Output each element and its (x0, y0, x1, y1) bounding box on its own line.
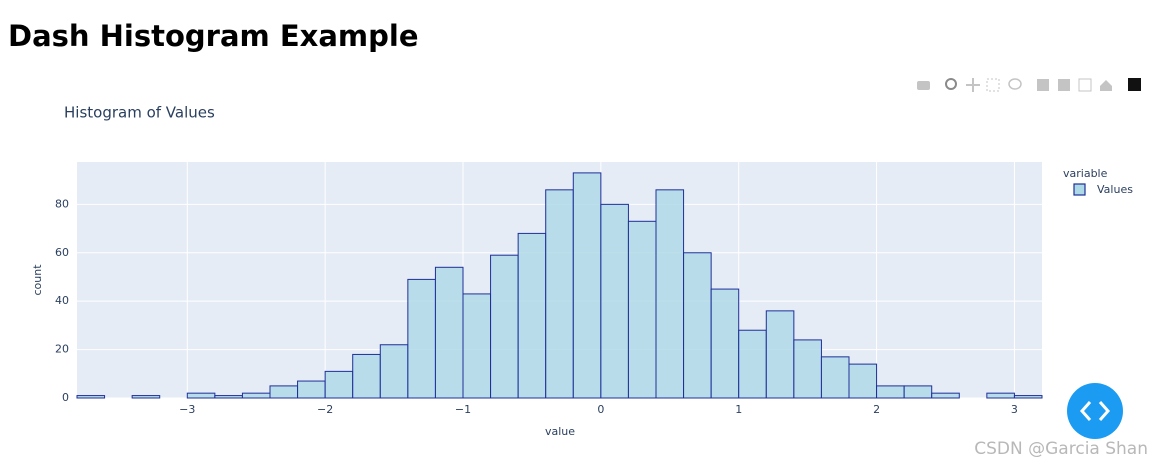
pan-icon[interactable] (966, 78, 980, 92)
histogram-bar (572, 172, 602, 399)
x-tick-label: −3 (179, 403, 195, 416)
select-icon[interactable] (986, 78, 1000, 92)
histogram-bar (379, 344, 409, 399)
zoom-out-icon[interactable] (1058, 79, 1070, 91)
y-tick-label: 0 (62, 391, 69, 404)
plotly-logo[interactable] (1128, 78, 1141, 91)
histogram-bar (627, 220, 657, 399)
histogram-bar (186, 392, 216, 399)
legend-label: Values (1097, 183, 1133, 196)
histogram-bar (765, 310, 795, 399)
histogram-bar (462, 293, 492, 399)
x-tick-label: 1 (735, 403, 742, 416)
histogram-bar (490, 254, 519, 399)
histogram-bar (903, 385, 933, 399)
histogram-bar (876, 385, 905, 399)
histogram-bar (710, 288, 740, 399)
zoom-icon[interactable] (945, 78, 957, 90)
fab-button[interactable] (1067, 383, 1123, 439)
y-axis-label: count (31, 264, 44, 296)
chart-title: Histogram of Values (64, 104, 215, 122)
legend-swatch (1073, 183, 1086, 196)
histogram-bar (297, 380, 326, 399)
histogram-bar (76, 395, 106, 399)
x-tick-label: 3 (1011, 403, 1018, 416)
histogram-bar (324, 370, 354, 399)
x-tick-label: −2 (317, 403, 333, 416)
y-tick-label: 40 (55, 294, 69, 307)
histogram-bar (434, 266, 464, 399)
page-title: Dash Histogram Example (8, 19, 419, 53)
histogram-bar (986, 392, 1015, 399)
camera-icon[interactable] (917, 81, 930, 90)
watermark: CSDN @Garcia Shan (974, 439, 1148, 459)
histogram-bar (517, 232, 547, 399)
histogram-bar (131, 395, 161, 399)
lasso-icon[interactable] (1008, 78, 1022, 90)
fab-circle[interactable] (1067, 383, 1123, 439)
histogram-bar (655, 189, 685, 399)
x-axis-label: value (545, 425, 575, 438)
histogram-bar (793, 339, 822, 399)
histogram-bar (269, 385, 299, 399)
histogram-bar (600, 203, 629, 399)
histogram-bar (545, 189, 574, 399)
x-tick-label: 0 (597, 403, 604, 416)
histogram-bar (738, 329, 767, 399)
histogram-bar (352, 353, 381, 399)
y-tick-label: 60 (55, 246, 69, 259)
y-tick-label: 80 (55, 197, 69, 210)
x-tick-label: 2 (873, 403, 880, 416)
histogram-bar (214, 395, 243, 399)
histogram-bar (683, 252, 712, 399)
legend-title: variable (1063, 167, 1108, 180)
histogram-bar (241, 392, 271, 399)
x-tick-label: −1 (455, 403, 471, 416)
histogram-bar (820, 356, 850, 399)
histogram-bar (1013, 395, 1043, 399)
autoscale-icon[interactable] (1078, 78, 1092, 92)
histogram-bar (931, 392, 960, 399)
zoom-in-icon[interactable] (1037, 79, 1049, 91)
plot-layer (76, 162, 1043, 399)
fab-icon[interactable] (1079, 401, 1111, 421)
histogram-bar (848, 363, 878, 399)
histogram-bar (407, 278, 436, 399)
y-tick-label: 20 (55, 343, 69, 356)
reset-icon[interactable] (1100, 80, 1112, 91)
modebar[interactable] (917, 78, 1141, 92)
